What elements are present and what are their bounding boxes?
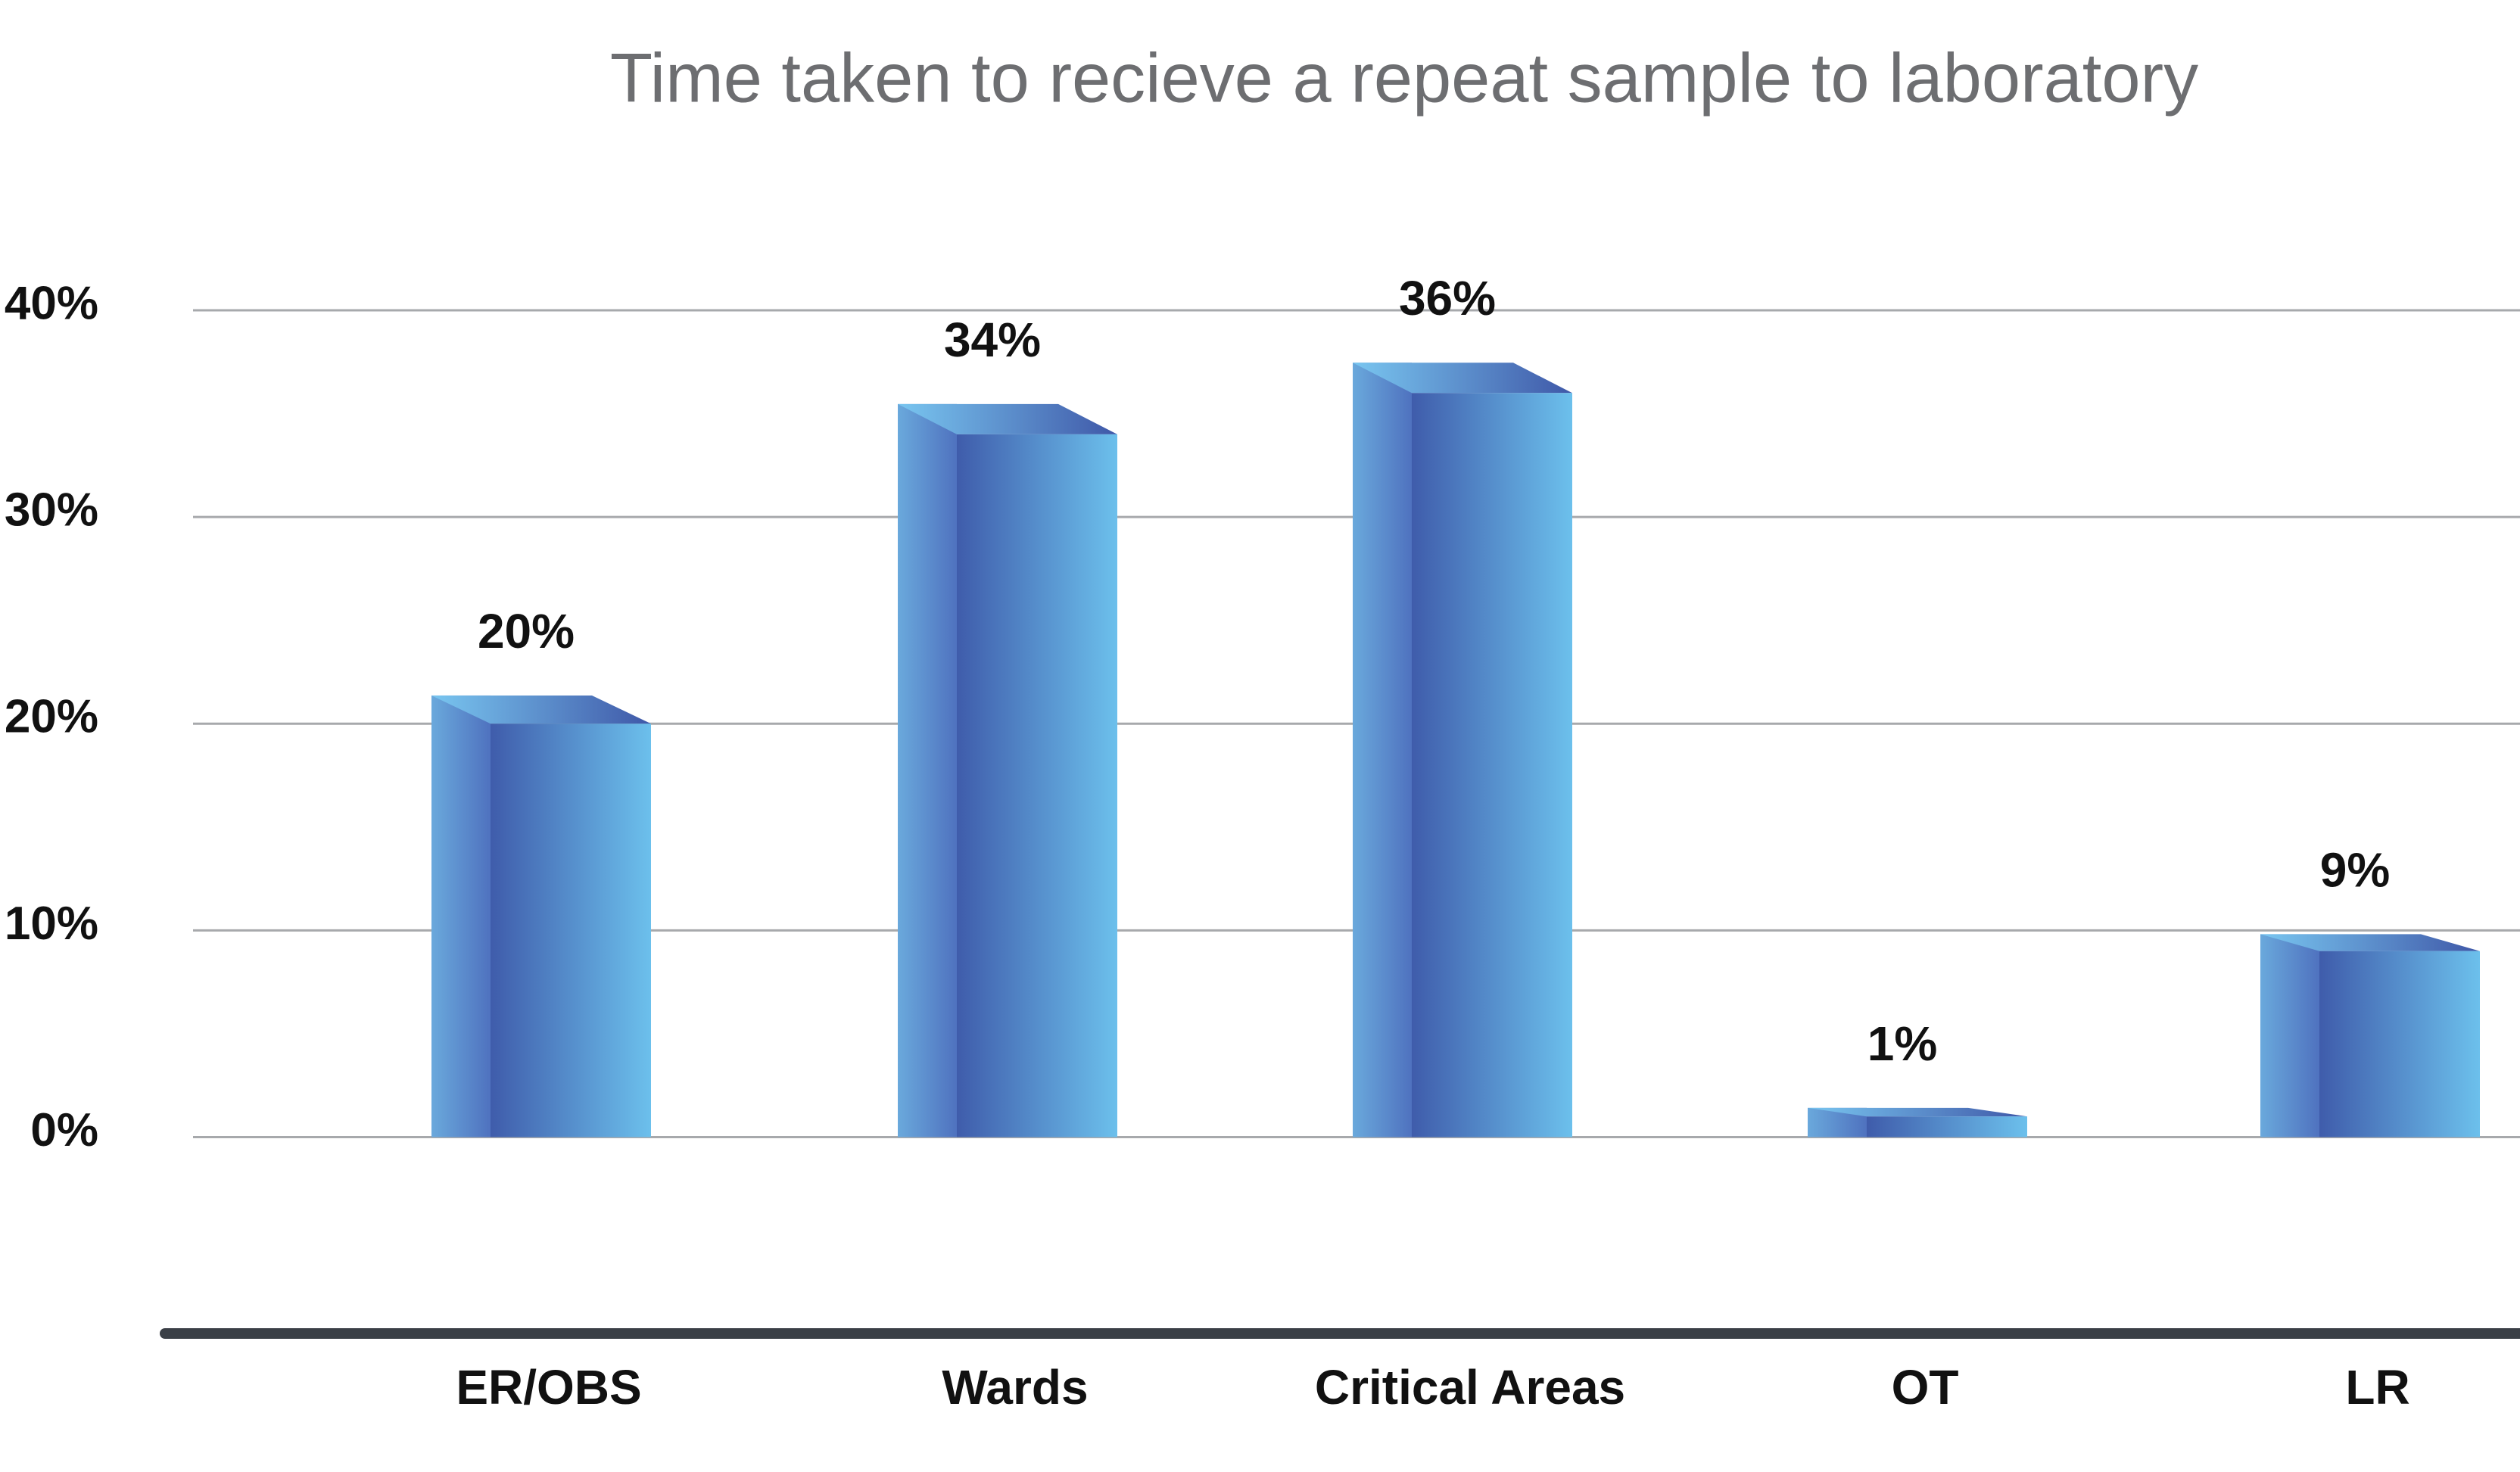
bar-side — [431, 695, 491, 1137]
bar — [1412, 393, 1572, 1137]
bar-side — [2260, 934, 2319, 1137]
value-label: 1% — [1867, 1016, 1938, 1071]
x-tick-label: Wards — [942, 1360, 1088, 1414]
y-tick-label: 10% — [5, 898, 98, 950]
value-label: 36% — [1399, 271, 1496, 325]
y-tick-label: 40% — [5, 277, 98, 329]
y-tick-label: 0% — [30, 1104, 98, 1156]
bar — [957, 434, 1117, 1137]
value-label: 34% — [944, 313, 1041, 367]
x-tick-label: LR — [2345, 1360, 2409, 1414]
bar — [2319, 951, 2480, 1137]
y-tick-label: 20% — [5, 691, 98, 743]
x-tick-label: ER/OBS — [456, 1360, 641, 1414]
bar-side — [1353, 363, 1412, 1137]
bar — [1867, 1116, 2027, 1137]
value-label: 20% — [478, 604, 575, 658]
bar-side — [898, 403, 957, 1137]
bar-top — [1808, 1107, 2027, 1117]
value-label: 9% — [2320, 842, 2391, 897]
x-tick-label: Critical Areas — [1315, 1360, 1625, 1414]
chart-title: Time taken to recieve a repeat sample to… — [610, 39, 2198, 117]
bar — [491, 724, 651, 1137]
bar-top — [1353, 363, 1572, 394]
y-tick-label: 30% — [5, 484, 98, 537]
bar-top — [431, 695, 651, 724]
x-tick-label: OT — [1892, 1360, 1959, 1414]
bar-top — [898, 403, 1117, 434]
bar-top — [2260, 934, 2480, 951]
